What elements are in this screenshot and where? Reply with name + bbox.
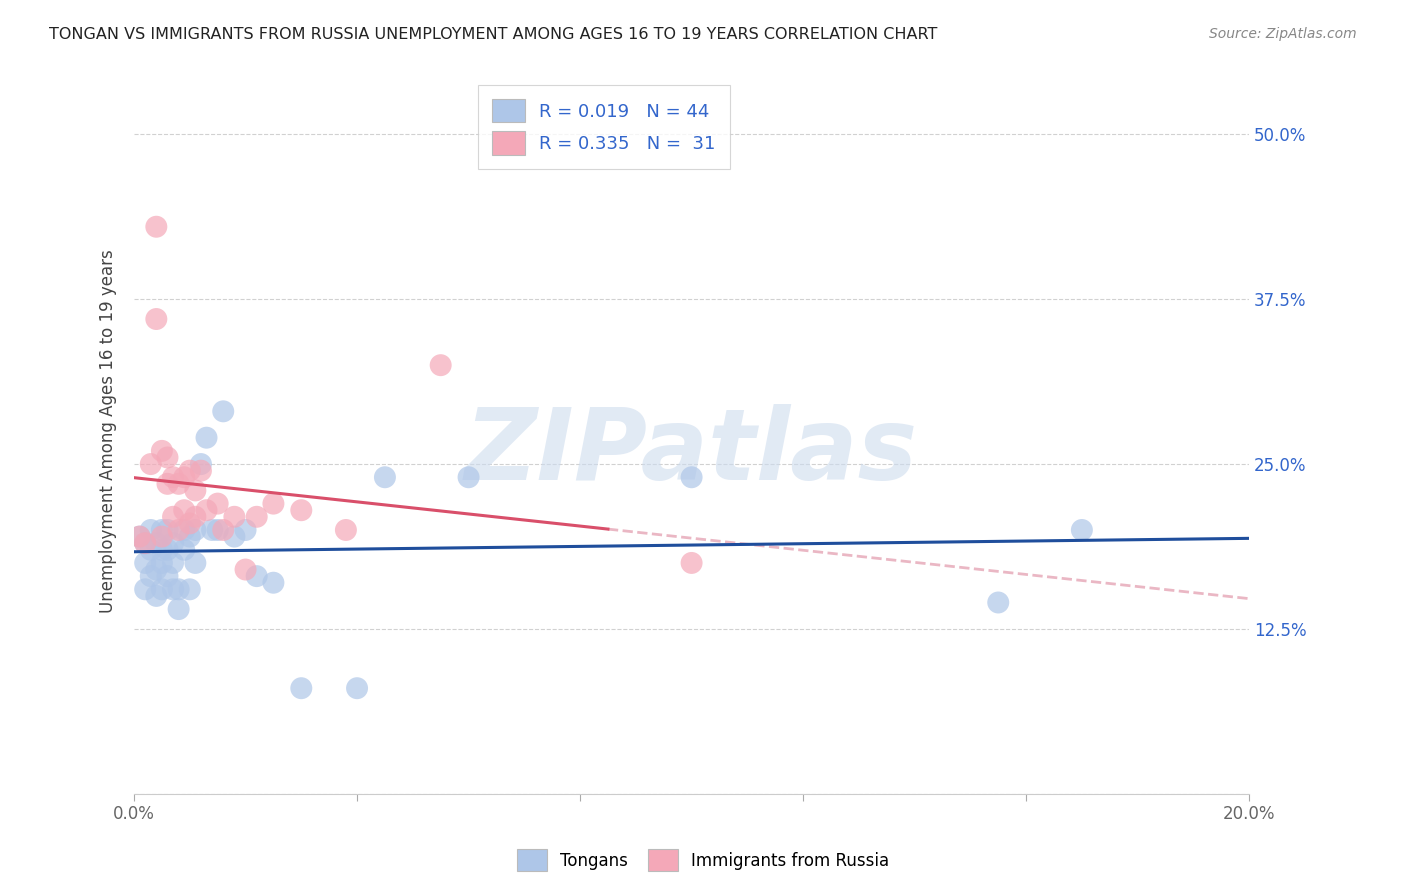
Point: [150, 530, 173, 544]
Point: [246, 509, 269, 524]
Point: [145, 589, 167, 603]
Point: [139, 569, 162, 583]
Point: [150, 523, 173, 537]
Point: [290, 681, 312, 696]
Point: [987, 595, 1010, 609]
Point: [201, 523, 224, 537]
Point: [156, 476, 179, 491]
Point: [235, 562, 257, 576]
Point: [173, 470, 195, 484]
Point: [184, 556, 207, 570]
Point: [162, 582, 184, 597]
Point: [145, 219, 167, 234]
Point: [224, 530, 246, 544]
Point: [1070, 523, 1092, 537]
Point: [224, 509, 246, 524]
Point: [195, 503, 218, 517]
Y-axis label: Unemployment Among Ages 16 to 19 years: Unemployment Among Ages 16 to 19 years: [100, 249, 117, 613]
Point: [134, 582, 156, 597]
Point: [457, 470, 479, 484]
Point: [212, 523, 235, 537]
Point: [179, 464, 201, 478]
Point: [134, 536, 156, 550]
Point: [156, 450, 179, 465]
Point: [681, 470, 703, 484]
Point: [167, 523, 190, 537]
Point: [179, 516, 201, 531]
Point: [262, 497, 284, 511]
Legend: Tongans, Immigrants from Russia: Tongans, Immigrants from Russia: [509, 841, 897, 880]
Point: [162, 536, 184, 550]
Point: [207, 497, 229, 511]
Point: [134, 556, 156, 570]
Point: [190, 464, 212, 478]
Text: TONGAN VS IMMIGRANTS FROM RUSSIA UNEMPLOYMENT AMONG AGES 16 TO 19 YEARS CORRELAT: TONGAN VS IMMIGRANTS FROM RUSSIA UNEMPLO…: [49, 27, 938, 42]
Legend: R = 0.019   N = 44, R = 0.335   N =  31: R = 0.019 N = 44, R = 0.335 N = 31: [478, 85, 730, 169]
Point: [346, 681, 368, 696]
Point: [139, 523, 162, 537]
Point: [156, 523, 179, 537]
Point: [173, 503, 195, 517]
Point: [290, 503, 312, 517]
Point: [145, 536, 167, 550]
Point: [145, 312, 167, 326]
Point: [139, 542, 162, 557]
Point: [150, 542, 173, 557]
Point: [167, 582, 190, 597]
Point: [162, 556, 184, 570]
Point: [173, 523, 195, 537]
Point: [162, 470, 184, 484]
Text: Source: ZipAtlas.com: Source: ZipAtlas.com: [1209, 27, 1357, 41]
Point: [235, 523, 257, 537]
Point: [150, 443, 173, 458]
Point: [179, 582, 201, 597]
Text: ZIPatlas: ZIPatlas: [465, 404, 918, 501]
Point: [179, 530, 201, 544]
Point: [134, 536, 156, 550]
Point: [145, 562, 167, 576]
Point: [195, 431, 218, 445]
Point: [335, 523, 357, 537]
Point: [150, 582, 173, 597]
Point: [184, 523, 207, 537]
Point: [681, 556, 703, 570]
Point: [246, 569, 269, 583]
Point: [162, 509, 184, 524]
Point: [190, 457, 212, 471]
Point: [167, 476, 190, 491]
Point: [262, 575, 284, 590]
Point: [156, 569, 179, 583]
Point: [374, 470, 396, 484]
Point: [150, 556, 173, 570]
Point: [128, 530, 150, 544]
Point: [156, 542, 179, 557]
Point: [167, 602, 190, 616]
Point: [184, 509, 207, 524]
Point: [173, 542, 195, 557]
Point: [139, 457, 162, 471]
Point: [128, 530, 150, 544]
Point: [184, 483, 207, 498]
Point: [207, 523, 229, 537]
Point: [212, 404, 235, 418]
Point: [429, 358, 451, 372]
